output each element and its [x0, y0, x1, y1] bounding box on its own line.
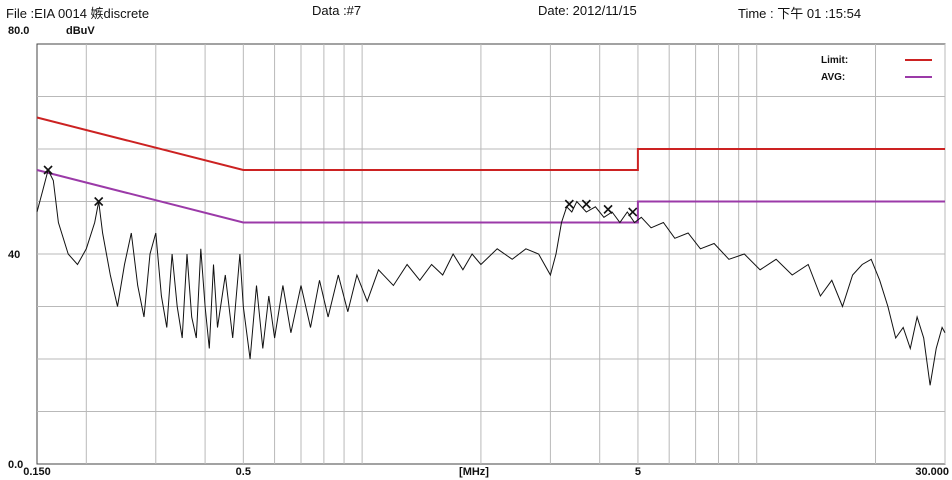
peak-marker-stroke [43, 165, 53, 175]
series-lines [36, 116, 946, 386]
legend: Limit: AVG: [821, 55, 932, 83]
peak-marker [603, 204, 613, 214]
peak-marker-stroke [94, 196, 104, 207]
peak-marker [94, 196, 104, 207]
y-axis-tick-labels: 400.0 [8, 249, 23, 471]
x-tick-label: 5 [635, 466, 641, 478]
grid-lines [37, 44, 946, 464]
peak-marker [628, 207, 638, 217]
x-tick-label: 0.150 [23, 466, 51, 478]
peak-marker [564, 199, 574, 209]
y-top-tick-label: 80.0 [8, 25, 30, 37]
y-axis-label: dBuV [66, 25, 95, 37]
legend-avg-label: AVG: [821, 72, 845, 83]
peak-marker-stroke [581, 199, 591, 209]
limit-line [36, 116, 945, 171]
peak-markers [43, 165, 638, 217]
x-tick-label: 0.5 [236, 466, 251, 478]
data-label: Data :#7 [312, 3, 362, 18]
file-label: File :EIA 0014 嫉discrete [6, 6, 150, 21]
y-tick-label: 40 [8, 249, 20, 261]
time-label: Time : 下午 01 :15:54 [738, 6, 862, 21]
measurement-trace [36, 168, 946, 386]
y-tick-label: 0.0 [8, 459, 23, 471]
x-axis-tick-labels: 0.150 0.5 5 30.000 [MHz] [23, 466, 949, 478]
peak-marker-stroke [603, 204, 613, 214]
avg-limit-line [36, 169, 945, 224]
peak-marker-stroke [628, 207, 638, 217]
peak-marker [581, 199, 591, 209]
date-label: Date: 2012/11/15 [538, 3, 637, 18]
legend-limit-label: Limit: [821, 55, 848, 66]
peak-marker [43, 165, 53, 175]
x-axis-label: [MHz] [459, 466, 489, 478]
peak-marker-stroke [564, 199, 574, 209]
x-tick-label: 30.000 [915, 466, 949, 478]
